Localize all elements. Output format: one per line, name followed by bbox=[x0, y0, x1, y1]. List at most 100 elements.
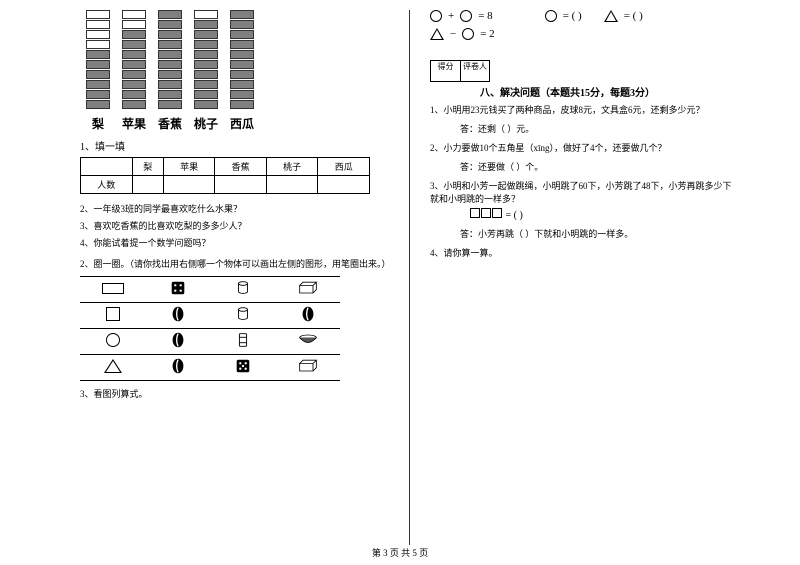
bar-cell bbox=[194, 10, 218, 19]
coffee-bean-icon[interactable] bbox=[145, 303, 210, 329]
row-label: 人数 bbox=[81, 176, 133, 194]
bar-cell bbox=[158, 10, 182, 19]
bar-cell bbox=[230, 40, 254, 49]
answer-2[interactable]: 答：还要做（ ）个。 bbox=[460, 160, 740, 173]
right-column: + = 8 = ( ) = ( ) − = 2 得分 评卷人 八、解决问题（本题… bbox=[410, 10, 740, 545]
q2-title: 2、圈一圈。（请你找出用右侧哪一个物体可以画出左侧的图形，用笔圈出来。） bbox=[80, 257, 397, 270]
bar-label: 香蕉 bbox=[158, 115, 182, 132]
minus: − bbox=[450, 28, 456, 40]
coffee-bean4-icon[interactable] bbox=[145, 355, 210, 381]
triangle-icon bbox=[104, 359, 122, 373]
input-cell[interactable] bbox=[163, 176, 215, 194]
bar-cell bbox=[158, 60, 182, 69]
bar-cell bbox=[122, 50, 146, 59]
circle-symbol bbox=[430, 10, 442, 22]
col-header: 香蕉 bbox=[215, 158, 267, 176]
solve-tri[interactable]: = ( ) bbox=[624, 10, 643, 22]
bar-cell bbox=[86, 10, 110, 19]
input-cell[interactable] bbox=[266, 176, 318, 194]
bar-cell bbox=[122, 60, 146, 69]
bar-cell bbox=[86, 30, 110, 39]
table-row bbox=[80, 329, 340, 355]
eq2-rhs: = 2 bbox=[480, 28, 494, 40]
bar-cell bbox=[194, 100, 218, 109]
bar-cell bbox=[158, 30, 182, 39]
bar-cell bbox=[122, 90, 146, 99]
bar-cell bbox=[86, 70, 110, 79]
bar-cell bbox=[86, 80, 110, 89]
bar-cell bbox=[194, 50, 218, 59]
coffee-bean2-icon[interactable] bbox=[275, 303, 340, 329]
triangle-symbol bbox=[604, 10, 618, 22]
sub-q2: 2、一年级3班的同学最喜欢吃什么水果？ bbox=[80, 202, 397, 215]
table-row bbox=[80, 277, 340, 303]
box2-icon[interactable] bbox=[275, 355, 340, 381]
bar-cell bbox=[122, 30, 146, 39]
bar-cell bbox=[194, 30, 218, 39]
left-column: 梨苹果香蕉桃子西瓜 1、填一填 梨 苹果 香蕉 桃子 西瓜 人数 2、一年级3班… bbox=[80, 10, 410, 545]
square-icon bbox=[106, 307, 120, 321]
box-icon[interactable] bbox=[275, 277, 340, 303]
problem-2: 2、小力要做10个五角星（xīng），做好了4个，还要做几个？ bbox=[430, 141, 740, 154]
circle-symbol bbox=[545, 10, 557, 22]
bar-stack bbox=[230, 10, 254, 109]
q1-title: 1、填一填 bbox=[80, 138, 397, 153]
bar-stack bbox=[122, 10, 146, 109]
dice2-icon[interactable] bbox=[210, 355, 275, 381]
bar-cell bbox=[194, 70, 218, 79]
eq1-rhs: = 8 bbox=[478, 10, 492, 22]
bar-cell bbox=[86, 100, 110, 109]
bar-chart bbox=[86, 10, 397, 109]
triangle-symbol bbox=[430, 28, 444, 40]
input-cell[interactable] bbox=[215, 176, 267, 194]
bowl-icon[interactable] bbox=[275, 329, 340, 355]
problem-1: 1、小明用23元钱买了两种商品，皮球8元，文具盒6元，还剩多少元？ bbox=[430, 103, 740, 116]
input-cell[interactable] bbox=[318, 176, 370, 194]
bar-cell bbox=[86, 90, 110, 99]
col-header: 西瓜 bbox=[318, 158, 370, 176]
bar-cell bbox=[86, 50, 110, 59]
bar-cell bbox=[122, 20, 146, 29]
bar-cell bbox=[158, 50, 182, 59]
cylinder2-icon[interactable] bbox=[210, 303, 275, 329]
chart-labels: 梨苹果香蕉桃子西瓜 bbox=[86, 115, 397, 132]
table-row: 梨 苹果 香蕉 桃子 西瓜 bbox=[81, 158, 370, 176]
table-row bbox=[80, 303, 340, 329]
sub-q4: 4、你能试着提一个数学问题吗？ bbox=[80, 236, 397, 249]
bar-stack bbox=[86, 10, 110, 109]
input-cell[interactable] bbox=[132, 176, 163, 194]
bar-cell bbox=[230, 80, 254, 89]
solve-circ[interactable]: = ( ) bbox=[563, 10, 582, 22]
bar-label: 桃子 bbox=[194, 115, 218, 132]
problem-4: 4、请你算一算。 bbox=[430, 246, 740, 259]
bar-cell bbox=[230, 50, 254, 59]
answer-1[interactable]: 答：还剩（ ）元。 bbox=[460, 122, 740, 135]
equation-boxes[interactable]: = ( ) bbox=[470, 208, 740, 221]
bar-cell bbox=[194, 80, 218, 89]
sub-q3: 3、喜欢吃香蕉的比喜欢吃梨的多多少人？ bbox=[80, 219, 397, 232]
bar-cell bbox=[194, 40, 218, 49]
bar-cell bbox=[158, 20, 182, 29]
bar-label: 梨 bbox=[86, 115, 110, 132]
col-header: 苹果 bbox=[163, 158, 215, 176]
bar-cell bbox=[158, 90, 182, 99]
bar-cell bbox=[86, 20, 110, 29]
bar-cell bbox=[158, 40, 182, 49]
box-suffix: = ( ) bbox=[506, 210, 523, 221]
score-box: 得分 评卷人 bbox=[430, 60, 740, 82]
bar-cell bbox=[122, 100, 146, 109]
dice-icon[interactable] bbox=[145, 277, 210, 303]
table-row: 人数 bbox=[81, 176, 370, 194]
bar-cell bbox=[122, 40, 146, 49]
plus: + bbox=[448, 10, 454, 22]
circle-symbol bbox=[462, 28, 474, 40]
bar-stack bbox=[158, 10, 182, 109]
bar-cell bbox=[122, 10, 146, 19]
answer-3[interactable]: 答：小芳再跳（ ）下就和小明跳的一样多。 bbox=[460, 227, 740, 240]
bar-cell bbox=[86, 40, 110, 49]
can-icon[interactable] bbox=[210, 277, 275, 303]
bar-cell bbox=[122, 80, 146, 89]
page-footer: 第 3 页 共 5 页 bbox=[0, 546, 800, 559]
coffee-bean3-icon[interactable] bbox=[145, 329, 210, 355]
jar-icon[interactable] bbox=[210, 329, 275, 355]
